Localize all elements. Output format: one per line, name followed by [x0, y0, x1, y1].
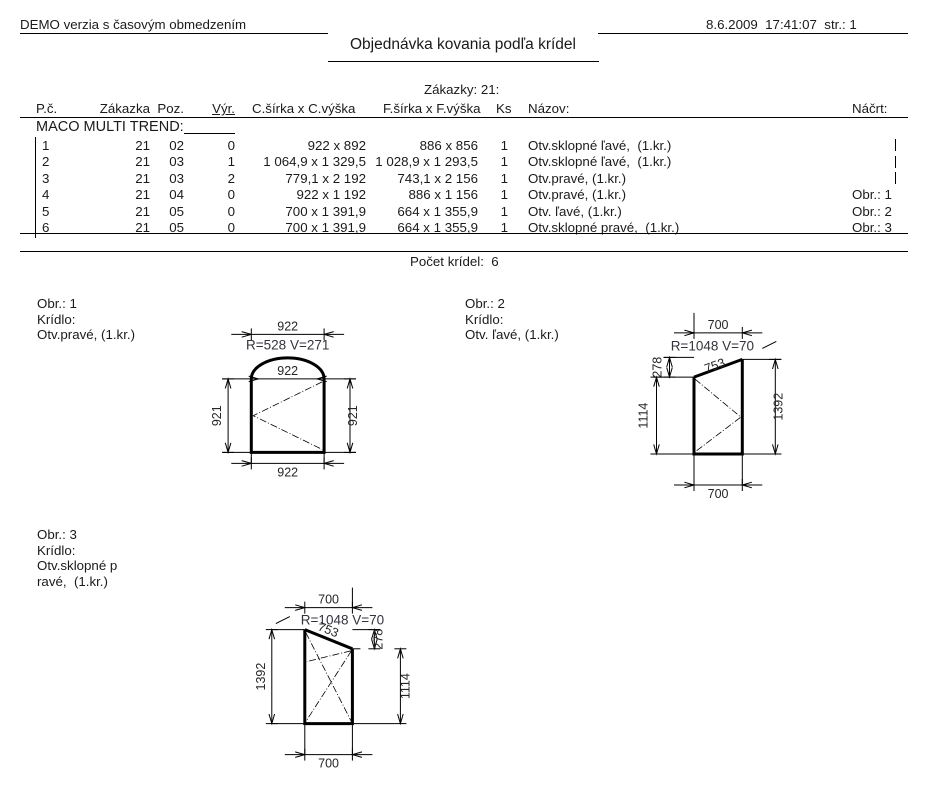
svg-text:1392: 1392 — [254, 663, 268, 691]
svg-text:922: 922 — [277, 465, 298, 479]
svg-text:1114: 1114 — [637, 403, 651, 429]
svg-text:R=1048 V=70: R=1048 V=70 — [301, 613, 384, 628]
svg-text:700: 700 — [708, 318, 729, 332]
svg-text:1392: 1392 — [771, 393, 785, 421]
svg-text:922: 922 — [277, 364, 298, 378]
svg-text:922: 922 — [277, 320, 298, 334]
svg-text:700: 700 — [708, 487, 729, 501]
svg-text:1114: 1114 — [398, 673, 412, 699]
svg-text:278: 278 — [371, 629, 385, 650]
svg-text:921: 921 — [346, 405, 360, 426]
svg-text:278: 278 — [651, 357, 665, 378]
svg-text:700: 700 — [318, 757, 339, 771]
svg-text:921: 921 — [210, 405, 224, 426]
svg-text:753: 753 — [703, 355, 727, 375]
svg-text:R=1048 V=70: R=1048 V=70 — [671, 339, 754, 354]
svg-text:R=528 V=271: R=528 V=271 — [246, 338, 329, 353]
svg-text:700: 700 — [318, 593, 339, 607]
